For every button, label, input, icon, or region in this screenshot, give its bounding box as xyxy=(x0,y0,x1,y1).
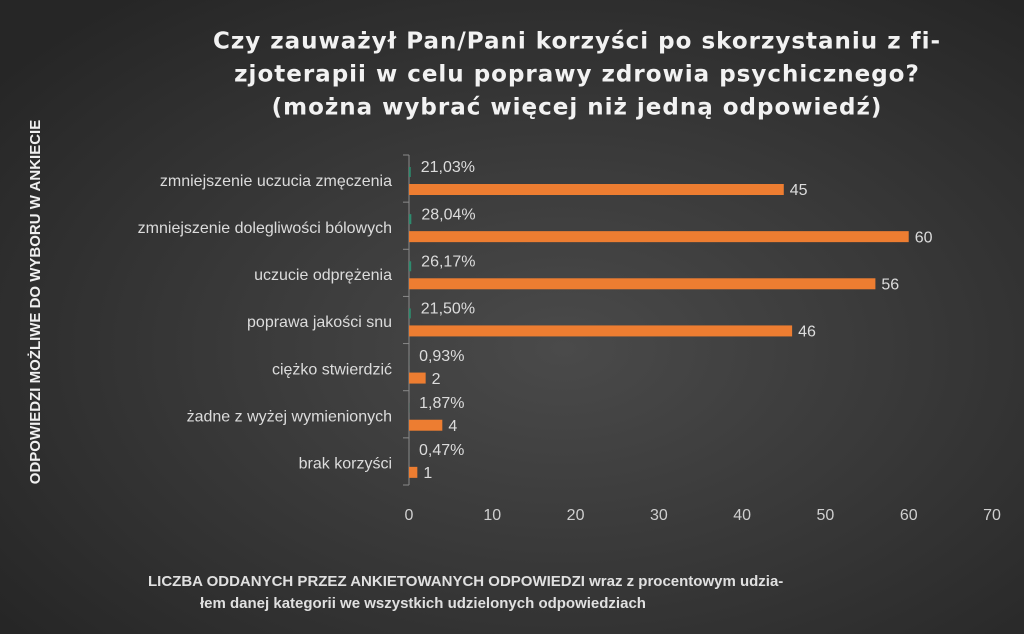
bar xyxy=(409,373,426,384)
x-tick-label: 50 xyxy=(817,507,835,524)
x-tick-label: 20 xyxy=(567,507,585,524)
y-tick-label: zmniejszenie dolegliwości bólowych xyxy=(138,220,392,237)
data-label: 56 xyxy=(881,277,899,294)
bar xyxy=(409,231,909,242)
bar xyxy=(409,467,417,478)
data-label: 1 xyxy=(423,465,432,482)
data-label: 4 xyxy=(448,418,457,435)
chart-title: (można wybrać więcej niż jedną odpowiedź… xyxy=(272,95,883,121)
x-tick-label: 0 xyxy=(405,507,414,524)
data-label: 2 xyxy=(432,371,441,388)
x-tick-label: 30 xyxy=(650,507,668,524)
x-axis-label: łem danej kategorii we wszystkich udziel… xyxy=(200,595,646,612)
data-label: 46 xyxy=(798,324,816,341)
y-axis-label: ODPOWIEDZI MOŻLIWE DO WYBORU W ANKIECIE xyxy=(27,120,44,484)
bar xyxy=(409,184,784,195)
x-tick-label: 70 xyxy=(983,507,1001,524)
y-tick-label: brak korzyści xyxy=(299,456,392,473)
data-label: 1,87% xyxy=(419,395,464,412)
bar xyxy=(409,308,411,318)
data-label: 0,47% xyxy=(419,442,464,459)
bar xyxy=(409,167,411,177)
y-tick-label: poprawa jakości snu xyxy=(247,314,392,331)
y-tick-label: uczucie odprężenia xyxy=(254,267,392,284)
bar xyxy=(409,325,792,336)
x-tick-label: 40 xyxy=(733,507,751,524)
chart-title: Czy zauważył Pan/Pani korzyści po skorzy… xyxy=(213,29,941,55)
data-label: 0,93% xyxy=(419,348,464,365)
x-tick-label: 10 xyxy=(483,507,501,524)
data-label: 21,50% xyxy=(421,301,475,318)
bar xyxy=(409,278,875,289)
chart-title: zjoterapii w celu poprawy zdrowia psychi… xyxy=(234,62,920,88)
data-label: 28,04% xyxy=(421,206,475,223)
y-tick-label: zmniejszenie uczucia zmęczenia xyxy=(160,173,392,190)
data-label: 60 xyxy=(915,229,933,246)
data-label: 21,03% xyxy=(421,159,475,176)
y-tick-label: żadne z wyżej wymienionych xyxy=(187,409,392,426)
y-tick-label: ciężko stwierdzić xyxy=(272,361,392,378)
bar xyxy=(409,214,411,224)
x-tick-label: 60 xyxy=(900,507,918,524)
data-label: 45 xyxy=(790,182,808,199)
x-axis-label: LICZBA ODDANYCH PRZEZ ANKIETOWANYCH ODPO… xyxy=(148,573,783,590)
data-label: 26,17% xyxy=(421,254,475,271)
bar xyxy=(409,261,411,271)
bar xyxy=(409,420,442,431)
